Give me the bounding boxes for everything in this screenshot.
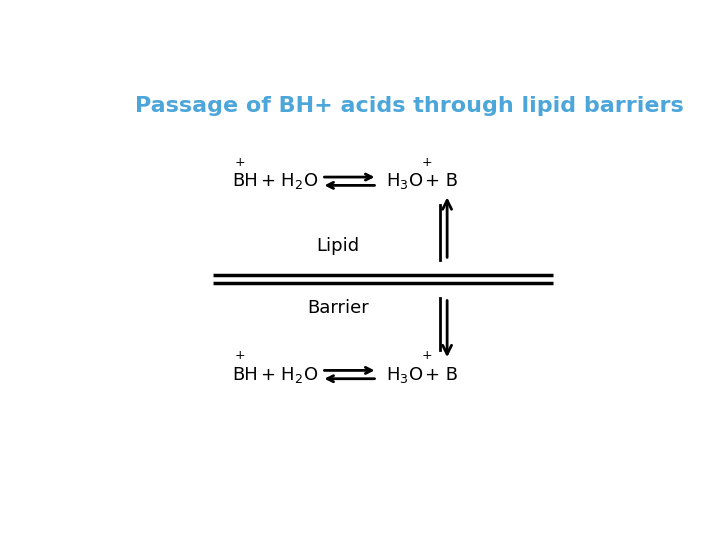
Text: BH: BH <box>233 366 258 383</box>
Text: + H$_2$O: + H$_2$O <box>260 364 318 384</box>
Text: Lipid: Lipid <box>317 237 360 255</box>
Text: Passage of BH+ acids through lipid barriers: Passage of BH+ acids through lipid barri… <box>135 96 683 117</box>
Text: Barrier: Barrier <box>307 299 369 317</box>
Text: + H$_2$O: + H$_2$O <box>260 171 318 191</box>
Text: +: + <box>235 349 246 362</box>
Text: + B: + B <box>425 366 458 383</box>
Text: H$_3$O: H$_3$O <box>386 364 423 384</box>
Text: +: + <box>422 156 433 169</box>
Text: +: + <box>235 156 246 169</box>
Text: +: + <box>422 349 433 362</box>
Text: H$_3$O: H$_3$O <box>386 171 423 191</box>
Text: + B: + B <box>425 172 458 190</box>
Text: BH: BH <box>233 172 258 190</box>
